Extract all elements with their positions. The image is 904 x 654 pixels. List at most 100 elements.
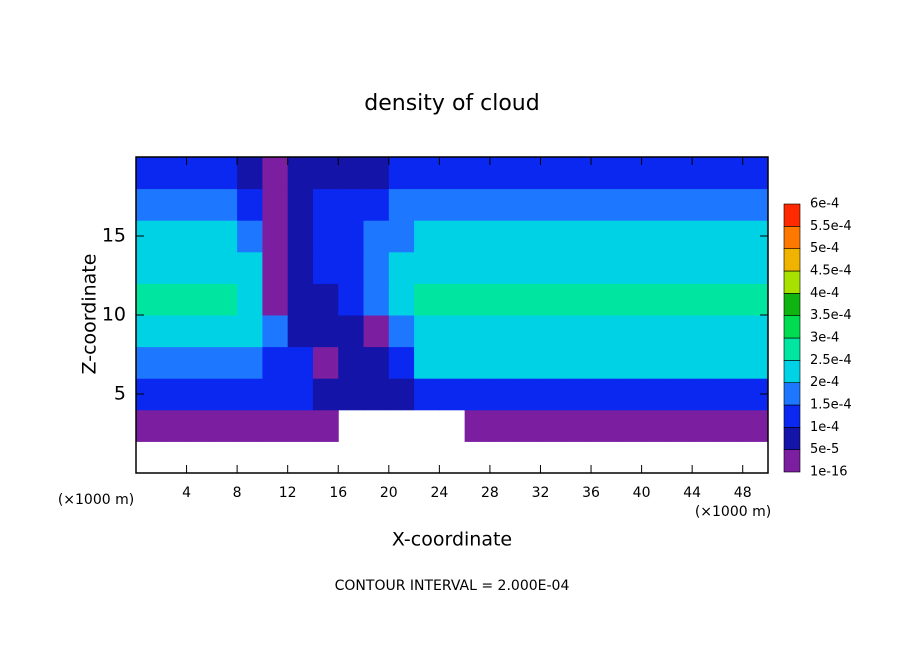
field-cell — [388, 283, 415, 316]
colorbar-label: 4e-4 — [810, 286, 839, 301]
field-cell — [237, 283, 263, 316]
field-cell — [136, 251, 162, 284]
field-cell — [388, 378, 415, 411]
field-cell — [489, 315, 516, 348]
field-cell — [666, 346, 693, 379]
field-cell — [363, 378, 390, 411]
field-cell — [262, 251, 289, 284]
field-cell — [742, 315, 769, 348]
x-tick-label: 48 — [734, 485, 752, 501]
field-cell — [591, 251, 617, 284]
field-cell — [464, 220, 491, 253]
field-cell — [237, 315, 263, 348]
colorbar-box — [783, 248, 801, 272]
field-cell — [515, 378, 541, 411]
field-cell — [338, 378, 365, 411]
field-cell — [565, 220, 592, 253]
field-cell — [287, 346, 314, 379]
y-tick-label: 5 — [114, 383, 126, 405]
field-cell — [489, 378, 516, 411]
field-cell — [692, 315, 718, 348]
field-cell — [540, 409, 567, 442]
field-cell — [742, 283, 769, 316]
field-cell — [692, 346, 718, 379]
field-cell — [692, 188, 718, 221]
field-cell — [666, 220, 693, 253]
field-cell — [237, 188, 263, 221]
field-cell — [692, 157, 718, 190]
x-tick-label: 40 — [633, 485, 651, 501]
field-cell — [363, 157, 390, 190]
field-cell — [540, 346, 567, 379]
colorbar-label: 5e-4 — [810, 241, 839, 256]
field-cell — [565, 346, 592, 379]
field-cell — [616, 409, 643, 442]
field-cell — [464, 283, 491, 316]
field-cell — [666, 251, 693, 284]
colorbar-label: 5.5e-4 — [810, 219, 852, 234]
field-cell — [641, 409, 668, 442]
field-cell — [565, 409, 592, 442]
field-cell — [338, 188, 365, 221]
field-cell — [515, 409, 541, 442]
colorbar-box — [783, 203, 801, 227]
x-unit-right: (×1000 m) — [695, 504, 771, 520]
colorbar-box — [783, 382, 801, 406]
field-cell — [692, 378, 718, 411]
field-cell — [287, 220, 314, 253]
field-cell — [591, 409, 617, 442]
field-cell — [363, 346, 390, 379]
x-unit-left: (×1000 m) — [58, 492, 134, 508]
field-cell — [186, 283, 213, 316]
field-cell — [641, 315, 668, 348]
field-cell — [414, 220, 440, 253]
field-cell — [312, 157, 339, 190]
footer: CONTOUR INTERVAL = 2.000E-04 — [335, 578, 570, 594]
field-cell — [338, 283, 365, 316]
field-cell — [338, 157, 365, 190]
colorbar-box — [783, 337, 801, 361]
field-cell — [312, 409, 339, 442]
field-cell — [540, 378, 567, 411]
field-cell — [414, 346, 440, 379]
field-cell — [388, 188, 415, 221]
field-cell — [287, 315, 314, 348]
x-tick-label: 32 — [532, 485, 550, 501]
colorbar-label: 3e-4 — [810, 331, 839, 346]
field-cell — [186, 346, 213, 379]
field-cell — [262, 346, 289, 379]
colorbar-label: 1.5e-4 — [810, 398, 852, 413]
field-cell — [287, 283, 314, 316]
field-cell — [464, 188, 491, 221]
field-cell — [414, 251, 440, 284]
x-tick-label: 24 — [430, 485, 448, 501]
field-cell — [237, 220, 263, 253]
field-cell — [312, 251, 339, 284]
field-cell — [338, 220, 365, 253]
x-tick-label: 44 — [683, 485, 701, 501]
field-cell — [616, 251, 643, 284]
field-cell — [211, 378, 238, 411]
field-cell — [692, 220, 718, 253]
field-cell — [211, 157, 238, 190]
field-cell — [312, 220, 339, 253]
field-cell — [464, 409, 491, 442]
field-cell — [540, 315, 567, 348]
field-cell — [464, 378, 491, 411]
field-cell — [641, 188, 668, 221]
field-cell — [262, 188, 289, 221]
field-cell — [666, 409, 693, 442]
field-cell — [692, 283, 718, 316]
field-cell — [540, 251, 567, 284]
field-cell — [666, 283, 693, 316]
field-cell — [742, 251, 769, 284]
field-cell — [161, 409, 188, 442]
field-cell — [414, 378, 440, 411]
field-cell — [161, 188, 188, 221]
field-cell — [439, 157, 466, 190]
field-cell — [591, 188, 617, 221]
field-cell — [489, 283, 516, 316]
field-cell — [666, 157, 693, 190]
field-cell — [515, 157, 541, 190]
field-cell — [616, 315, 643, 348]
